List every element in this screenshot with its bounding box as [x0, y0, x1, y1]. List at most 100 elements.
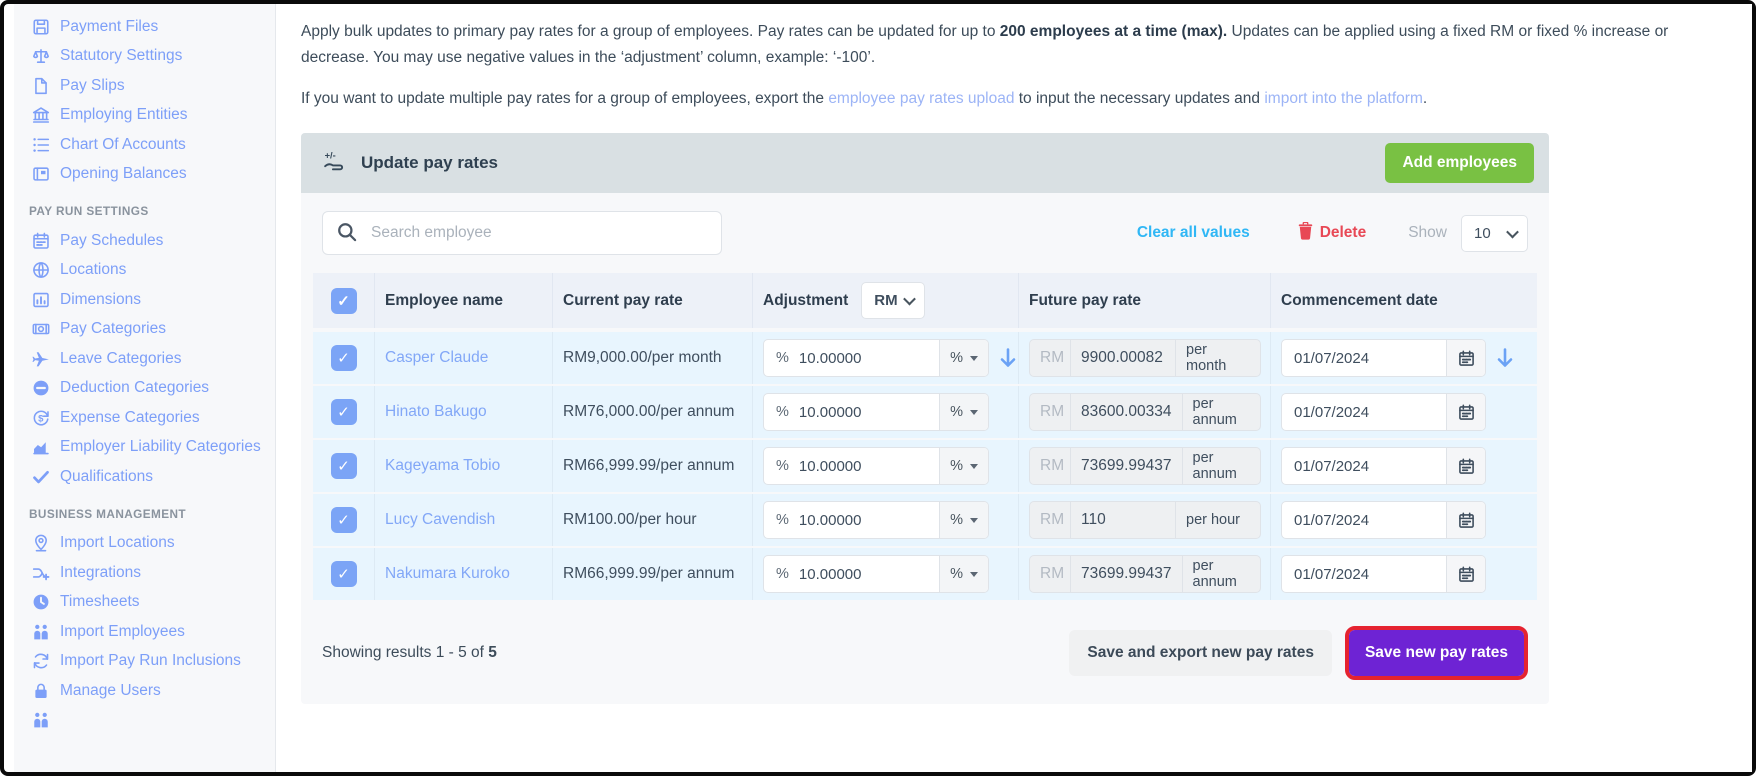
panel-title: Update pay rates — [361, 153, 498, 173]
adjustment-input[interactable] — [796, 394, 940, 431]
header-checkbox-cell: ✓ — [313, 273, 375, 329]
sidebar-item-payment-files[interactable]: Payment Files — [29, 12, 275, 42]
row-checkbox[interactable]: ✓ — [330, 453, 357, 480]
adjustment-unit-toggle[interactable]: % — [939, 394, 988, 431]
adjustment-input[interactable] — [796, 340, 940, 377]
future-pay-rate-value: 9900.00082 — [1070, 340, 1176, 377]
save-new-pay-rates-button[interactable]: Save new pay rates — [1348, 630, 1524, 677]
calendar-icon[interactable] — [1446, 448, 1485, 485]
sidebar-item-pay-slips[interactable]: Pay Slips — [29, 71, 275, 101]
save-and-export-button[interactable]: Save and export new pay rates — [1069, 630, 1332, 677]
adjustment-input-group: %% — [763, 501, 989, 540]
adjustment-cell: %% — [753, 440, 1019, 493]
future-pay-rate-unit: per hour — [1186, 512, 1241, 529]
sidebar-item-import-employees[interactable]: Import Employees — [29, 617, 275, 647]
future-pay-rate-value: 83600.00334 — [1070, 394, 1183, 431]
sidebar-item-partial[interactable] — [29, 706, 275, 736]
sidebar-item-label: Pay Categories — [60, 320, 166, 338]
calendar-icon[interactable] — [1446, 502, 1485, 539]
intro-bold-text: 200 employees at a time (max). — [999, 23, 1228, 40]
commencement-date-cell — [1271, 548, 1537, 600]
calendar-icon[interactable] — [1446, 394, 1485, 431]
employee-pay-rates-upload-link[interactable]: employee pay rates upload — [828, 90, 1015, 108]
row-checkbox-cell: ✓ — [313, 494, 375, 547]
add-employees-button[interactable]: Add employees — [1385, 143, 1534, 184]
employee-name-cell: Lucy Cavendish — [375, 494, 553, 547]
adjustment-input[interactable] — [796, 448, 940, 485]
sidebar-item-statutory-settings[interactable]: Statutory Settings — [29, 42, 275, 72]
ledger-icon — [29, 165, 53, 183]
map-pin-icon — [29, 534, 53, 552]
sidebar-item-pay-schedules[interactable]: Pay Schedules — [29, 226, 275, 256]
sidebar-item-label: Expense Categories — [60, 408, 200, 426]
commencement-date-input[interactable] — [1282, 448, 1446, 485]
sidebar-item-import-locations[interactable]: Import Locations — [29, 529, 275, 559]
employee-name-link[interactable]: Casper Claude — [385, 349, 489, 367]
search-icon — [337, 222, 357, 247]
sidebar-item-chart-of-accounts[interactable]: Chart Of Accounts — [29, 130, 275, 160]
people-icon — [29, 623, 53, 641]
commencement-date-input[interactable] — [1282, 556, 1446, 593]
scales-icon — [29, 47, 53, 65]
sidebar-item-employer-liability-categories[interactable]: Employer Liability Categories — [29, 433, 275, 463]
delete-button[interactable]: Delete — [1298, 221, 1366, 245]
sidebar-item-integrations[interactable]: Integrations — [29, 558, 275, 588]
sidebar-item-deduction-categories[interactable]: Deduction Categories — [29, 374, 275, 404]
adjustment-input-group: %% — [763, 555, 989, 594]
sidebar-item-pay-categories[interactable]: Pay Categories — [29, 315, 275, 345]
clear-all-values-link[interactable]: Clear all values — [1136, 224, 1250, 242]
employee-name-cell: Kageyama Tobio — [375, 440, 553, 493]
sidebar-groups: Payment Files Statutory Settings Pay Slips… — [29, 12, 275, 735]
sidebar-item-timesheets[interactable]: Timesheets — [29, 588, 275, 618]
adjustment-cell: %% — [753, 332, 1019, 385]
employee-name-cell: Nakumara Kuroko — [375, 548, 553, 601]
row-checkbox[interactable]: ✓ — [330, 399, 357, 426]
sidebar-item-opening-balances[interactable]: Opening Balances — [29, 160, 275, 190]
row-checkbox[interactable]: ✓ — [330, 561, 357, 588]
commencement-date-input[interactable] — [1282, 502, 1446, 539]
sidebar-item-manage-users[interactable]: Manage Users — [29, 676, 275, 706]
commencement-date-input[interactable] — [1282, 394, 1446, 431]
sidebar-item-employing-entities[interactable]: Employing Entities — [29, 101, 275, 131]
employee-name-link[interactable]: Kageyama Tobio — [385, 457, 501, 475]
adjustment-input[interactable] — [796, 502, 940, 539]
sidebar-item-dimensions[interactable]: Dimensions — [29, 285, 275, 315]
commencement-date-input[interactable] — [1282, 340, 1446, 377]
copy-adjustment-down-arrow[interactable] — [998, 347, 1018, 369]
calendar-icon[interactable] — [1446, 556, 1485, 593]
sidebar-item-qualifications[interactable]: Qualifications — [29, 462, 275, 492]
select-all-checkbox[interactable]: ✓ — [330, 287, 357, 314]
future-pay-rate-cell: RM 83600.00334 per annum — [1019, 386, 1271, 439]
import-into-platform-link[interactable]: import into the platform — [1264, 90, 1423, 108]
current-pay-rate: RM100.00/per hour — [563, 511, 697, 529]
current-pay-rate: RM76,000.00/per annum — [563, 403, 735, 421]
sidebar: Payment Files Statutory Settings Pay Slips… — [14, 4, 276, 772]
adjustment-unit-toggle[interactable]: % — [939, 556, 988, 593]
search-employee-input[interactable] — [322, 211, 722, 256]
column-header-current-pay-rate: Current pay rate — [553, 273, 753, 329]
sidebar-item-locations[interactable]: Locations — [29, 256, 275, 286]
adjustment-prefix: % — [776, 512, 789, 529]
adjustment-unit-toggle[interactable]: % — [939, 502, 988, 539]
row-checkbox[interactable]: ✓ — [330, 507, 357, 534]
sidebar-item-leave-categories[interactable]: Leave Categories — [29, 344, 275, 374]
adjustment-suffix-label: % — [950, 458, 963, 475]
sidebar-item-expense-categories[interactable]: $ Expense Categories — [29, 403, 275, 433]
copy-date-down-arrow[interactable] — [1495, 347, 1515, 369]
adjustment-unit-select[interactable]: RM — [861, 282, 926, 320]
employee-name-link[interactable]: Nakumara Kuroko — [385, 565, 510, 583]
future-currency-label: RM — [1040, 565, 1065, 583]
people-icon — [29, 711, 53, 729]
employee-name-link[interactable]: Lucy Cavendish — [385, 511, 496, 529]
row-checkbox[interactable]: ✓ — [330, 345, 357, 372]
adjustment-input[interactable] — [796, 556, 940, 593]
page-size-select[interactable]: 10 — [1461, 214, 1528, 252]
calendar-icon[interactable] — [1446, 340, 1485, 377]
panel-header: +/- Update pay rates Add employees — [301, 133, 1549, 194]
current-pay-rate-cell: RM76,000.00/per annum — [553, 386, 753, 439]
employee-name-link[interactable]: Hinato Bakugo — [385, 403, 487, 421]
adjustment-unit-toggle[interactable]: % — [939, 448, 988, 485]
sidebar-item-import-pay-run-inclusions[interactable]: Import Pay Run Inclusions — [29, 647, 275, 677]
footer-buttons: Save and export new pay rates Save new p… — [1069, 626, 1528, 681]
adjustment-unit-toggle[interactable]: % — [939, 340, 988, 377]
